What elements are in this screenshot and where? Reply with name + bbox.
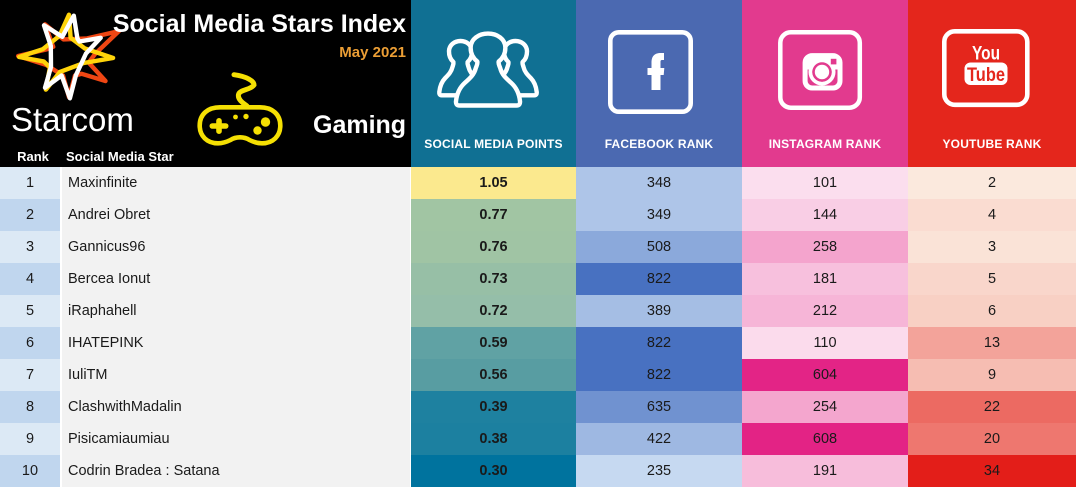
svg-text:You: You — [972, 44, 1000, 65]
svg-text:Tube: Tube — [967, 65, 1005, 86]
